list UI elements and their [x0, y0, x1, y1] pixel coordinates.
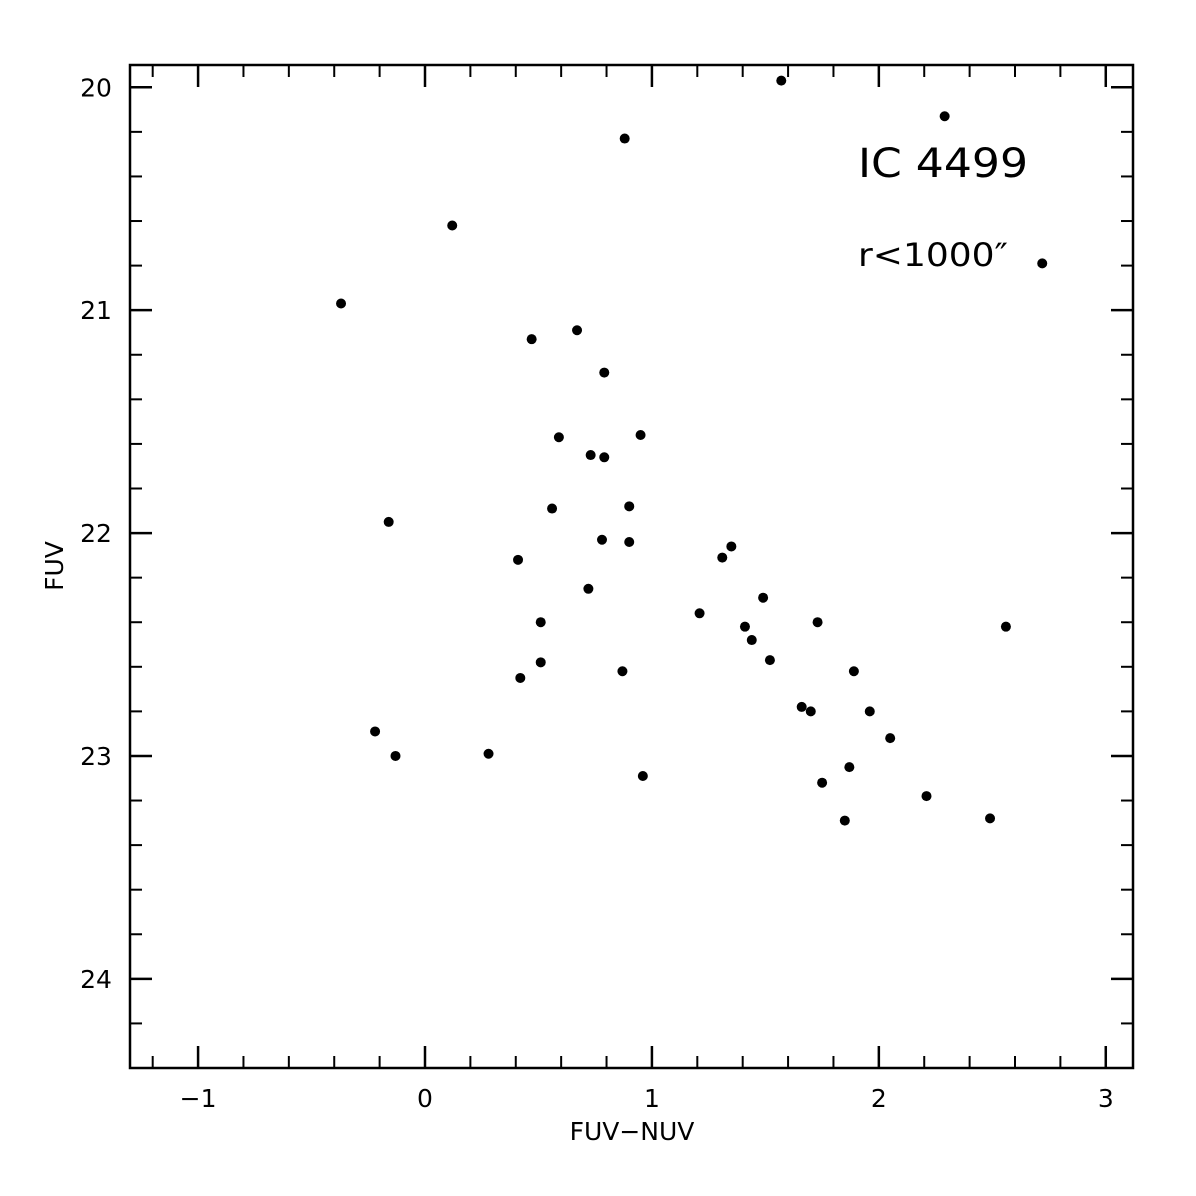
data-point — [817, 777, 828, 788]
y-tick-label: 24 — [80, 965, 112, 994]
y-tick-label: 22 — [80, 519, 112, 548]
x-tick-label: 0 — [417, 1084, 433, 1113]
x-axis-label: FUV−NUV — [570, 1117, 695, 1146]
data-point — [619, 133, 630, 144]
data-point — [513, 554, 524, 565]
data-point — [739, 621, 750, 632]
data-point — [758, 592, 769, 603]
y-tick-label: 21 — [80, 296, 112, 325]
axis-ticks — [130, 65, 1133, 1069]
data-point — [844, 762, 855, 773]
data-point — [885, 733, 896, 744]
data-point — [726, 541, 737, 552]
y-axis-label: FUV — [40, 541, 69, 591]
data-point — [599, 452, 610, 463]
x-tick-label: −1 — [180, 1084, 217, 1113]
data-point — [515, 672, 526, 683]
data-point — [839, 815, 850, 826]
data-point — [624, 501, 635, 512]
data-point — [746, 635, 757, 646]
data-point — [383, 516, 394, 527]
y-tick-label: 20 — [80, 73, 112, 102]
data-point — [553, 432, 564, 443]
data-point — [796, 701, 807, 712]
x-tick-label: 1 — [644, 1084, 660, 1113]
data-point — [583, 583, 594, 594]
cluster-name-annotation: IC 4499 — [858, 141, 1028, 187]
data-point — [390, 750, 401, 761]
data-point — [624, 536, 635, 547]
x-tick-label: 3 — [1098, 1084, 1114, 1113]
y-tick-label: 23 — [80, 742, 112, 771]
data-point — [447, 220, 458, 231]
data-point — [1037, 258, 1048, 269]
data-point — [812, 617, 823, 628]
data-point — [805, 706, 816, 717]
data-point — [535, 657, 546, 668]
data-point — [599, 367, 610, 378]
data-point — [939, 111, 950, 122]
data-point — [535, 617, 546, 628]
data-point — [1000, 621, 1011, 632]
data-point — [585, 450, 596, 461]
data-point — [547, 503, 558, 514]
data-point — [336, 298, 347, 309]
data-point — [776, 75, 787, 86]
data-point — [921, 791, 932, 802]
data-point — [848, 666, 859, 677]
data-point — [635, 429, 646, 440]
plot-frame — [128, 63, 1135, 1070]
data-point — [572, 325, 583, 336]
data-point — [764, 655, 775, 666]
radius-annotation: r<1000″ — [858, 236, 1008, 274]
data-points — [336, 75, 1048, 826]
data-point — [694, 608, 705, 619]
data-point — [370, 726, 381, 737]
data-point — [717, 552, 728, 563]
data-point — [617, 666, 628, 677]
data-point — [597, 534, 607, 545]
data-point — [526, 334, 537, 345]
data-point — [864, 706, 875, 717]
data-point — [483, 748, 494, 759]
data-point — [985, 813, 996, 824]
x-tick-label: 2 — [871, 1084, 887, 1113]
data-point — [637, 771, 648, 782]
